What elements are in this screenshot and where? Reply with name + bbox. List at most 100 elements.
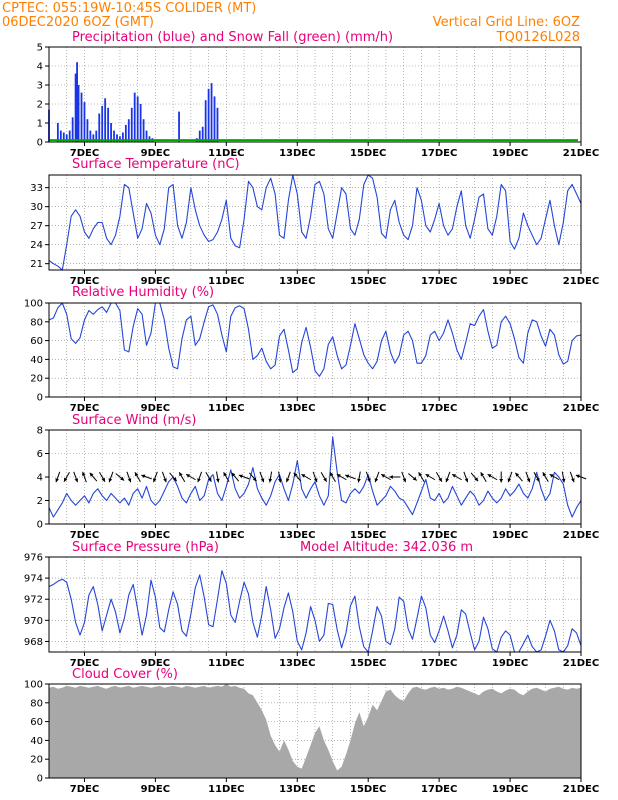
wind-arrow: [357, 471, 361, 483]
x-tick-label: 19DEC: [492, 784, 528, 795]
x-tick-label: 19DEC: [492, 530, 528, 541]
wind-arrow-head: [260, 478, 265, 483]
wind-arrow: [178, 471, 186, 483]
wind-arrow: [525, 471, 531, 483]
x-tick-label: 13DEC: [279, 276, 315, 287]
wind-arrow: [425, 473, 436, 481]
wind-arrow: [99, 471, 106, 483]
y-tick-label: 974: [24, 574, 43, 585]
x-tick-label: 21DEC: [563, 784, 599, 795]
wind-arrow: [55, 471, 61, 483]
precip-bar: [71, 117, 74, 142]
x-tick-label: 19DEC: [492, 658, 528, 669]
x-tick-label: 9DEC: [141, 658, 170, 669]
wind-title: Surface Wind (m/s): [72, 413, 196, 428]
y-tick-label: 6: [37, 449, 43, 460]
wind-arrow-head: [367, 478, 371, 483]
precip-bar: [201, 126, 204, 142]
wind-arrow: [223, 471, 230, 483]
precip-bar: [107, 107, 110, 142]
wind-arrow-head: [63, 477, 68, 482]
wind-arrow-head: [381, 474, 386, 478]
wind-arrow: [249, 472, 257, 482]
y-tick-label: 4: [37, 62, 43, 73]
y-tick-label: 100: [24, 680, 43, 691]
x-tick-label: 13DEC: [279, 403, 315, 414]
x-tick-label: 7DEC: [70, 276, 99, 287]
wind-arrow: [277, 471, 282, 483]
wind-arrow-head: [323, 477, 327, 482]
wind-arrow: [215, 471, 220, 483]
wind-arrow: [463, 471, 469, 483]
y-tick-label: 20: [30, 755, 43, 766]
y-tick-label: 968: [24, 637, 43, 648]
wind-arrow-head: [293, 472, 298, 477]
x-tick-label: 15DEC: [350, 784, 386, 795]
series-line: [48, 570, 582, 653]
wind-arrow-head: [445, 478, 450, 483]
wind-arrow-head: [507, 478, 512, 483]
wind-arrow-head: [487, 474, 492, 478]
wind-arrow: [549, 473, 560, 481]
x-tick-label: 15DEC: [350, 276, 386, 287]
wind-arrow: [374, 471, 380, 483]
wind-arrow: [63, 471, 70, 483]
wind-arrow-head: [542, 472, 547, 477]
precip-bar: [204, 100, 207, 142]
wind-arrow: [507, 471, 513, 483]
temp-title: Surface Temperature (nC): [72, 157, 240, 172]
header-line2: 06DEC2020 6OZ (GMT): [2, 15, 154, 30]
cloud-area: [49, 684, 581, 778]
wind-arrow: [480, 471, 487, 483]
wind-arrow-head: [357, 478, 361, 483]
x-tick-label: 13DEC: [279, 530, 315, 541]
wind-arrow-head: [412, 476, 417, 481]
wind-arrow-head: [238, 474, 243, 479]
precip-bar: [198, 130, 201, 142]
y-tick-label: 2: [37, 496, 43, 507]
y-tick-label: 24: [30, 240, 43, 251]
wind-arrow-head: [186, 474, 191, 478]
precip-bar: [121, 132, 124, 142]
wind-arrow-head: [549, 474, 554, 478]
x-tick-label: 11DEC: [208, 403, 244, 414]
wind-arrow-head: [285, 478, 290, 483]
wind-arrow-head: [108, 478, 113, 483]
x-tick-label: 13DEC: [279, 784, 315, 795]
wind-arrow-head: [252, 477, 257, 482]
wind-arrow-head: [179, 472, 183, 477]
wind-arrow-head: [231, 472, 236, 477]
x-tick-label: 21DEC: [563, 658, 599, 669]
x-tick-label: 17DEC: [421, 784, 457, 795]
precip-bar: [116, 134, 118, 142]
x-tick-label: 13DEC: [279, 148, 315, 159]
panel-4: 968 970 972 974 976 7DEC 9DEC 11DEC 13DEC 15DEC 17…: [24, 553, 599, 670]
x-tick-label: 11DEC: [208, 784, 244, 795]
y-tick-label: 5: [37, 43, 43, 54]
wind-arrow-head: [526, 478, 531, 483]
wind-arrow-head: [336, 474, 341, 478]
x-tick-label: 7DEC: [70, 148, 99, 159]
wind-arrow: [238, 474, 250, 480]
wind-arrow-head: [134, 472, 139, 477]
precip-bar: [76, 62, 78, 143]
precip-bar: [133, 92, 136, 142]
wind-arrow: [259, 471, 265, 483]
y-tick-label: 970: [24, 616, 43, 627]
x-tick-label: 21DEC: [563, 276, 599, 287]
wind-arrow: [329, 471, 336, 483]
panel-frame: [48, 683, 582, 779]
x-tick-label: 17DEC: [421, 148, 457, 159]
wind-arrow-head: [127, 478, 132, 483]
x-tick-label: 17DEC: [421, 530, 457, 541]
wind-arrow-head: [329, 472, 334, 477]
wind-arrow-head: [464, 478, 469, 483]
x-tick-label: 11DEC: [208, 530, 244, 541]
wind-arrow: [407, 473, 418, 481]
precip-bar: [92, 134, 95, 142]
precip-bar: [59, 130, 62, 142]
wind-arrow-head: [389, 475, 393, 479]
y-tick-label: 27: [30, 221, 43, 232]
